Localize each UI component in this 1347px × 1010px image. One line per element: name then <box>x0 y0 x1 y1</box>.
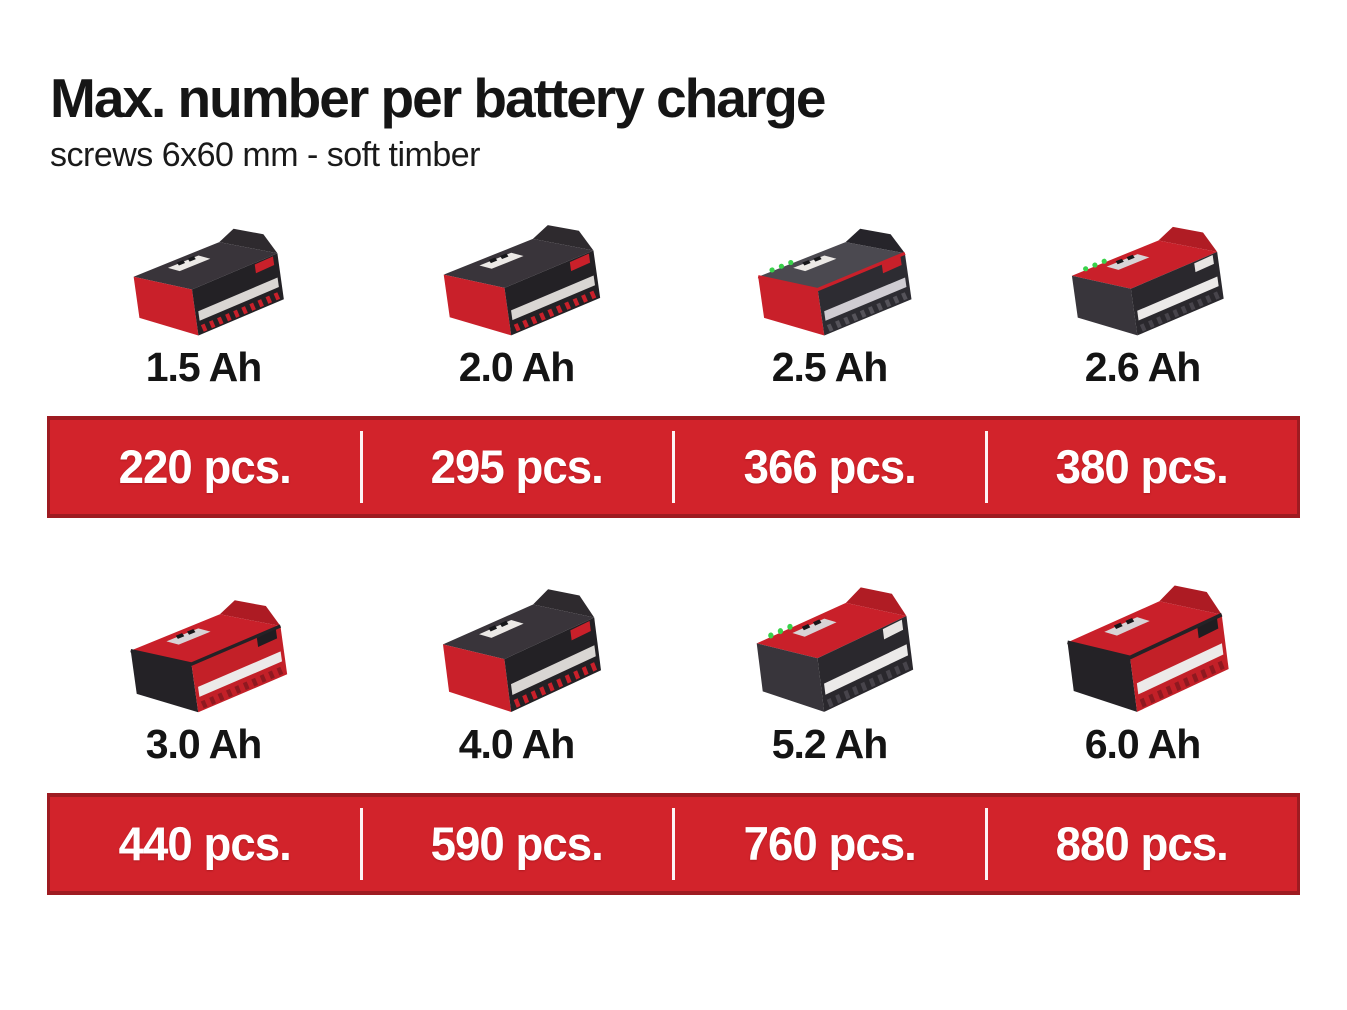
battery-column-6-0ah: 6.0 Ah <box>986 574 1299 767</box>
battery-column-1-5ah: 1.5 Ah <box>47 215 360 390</box>
header: Max. number per battery charge screws 6x… <box>0 0 1347 175</box>
count-value: 880 pcs. <box>1056 817 1229 871</box>
capacity-label: 2.5 Ah <box>771 343 889 390</box>
count-bar-row-2: 440 pcs. 590 pcs. 760 pcs. 880 pcs. <box>47 792 1300 895</box>
count-bar-row-1: 220 pcs. 295 pcs. 366 pcs. 380 pcs. <box>47 415 1300 518</box>
count-cell: 440 pcs. <box>50 816 360 871</box>
count-cell: 380 pcs. <box>988 439 1298 494</box>
battery-4-0ah-image <box>416 578 618 716</box>
bar-divider <box>359 430 363 503</box>
count-value: 380 pcs. <box>1056 440 1229 494</box>
bar-divider <box>359 807 363 880</box>
capacity-label: 5.2 Ah <box>771 720 889 767</box>
count-value: 760 pcs. <box>743 817 917 871</box>
count-cell: 220 pcs. <box>50 439 360 494</box>
battery-3-0ah-image <box>104 590 304 716</box>
count-value: 590 pcs. <box>431 817 604 871</box>
battery-5-2ah-image <box>730 576 930 716</box>
count-value: 366 pcs. <box>743 440 917 494</box>
bar-divider <box>984 430 988 503</box>
bar-divider <box>672 807 675 880</box>
content: 1.5 Ah 2.0 Ah 2.5 Ah 2.6 Ah 220 pcs. 295 <box>0 215 1347 895</box>
count-value: 295 pcs. <box>431 440 604 494</box>
capacity-label: 1.5 Ah <box>145 343 263 390</box>
battery-2-5ah-image <box>732 219 928 339</box>
count-cell: 880 pcs. <box>988 816 1298 871</box>
capacity-label: 4.0 Ah <box>458 720 576 767</box>
battery-column-4-0ah: 4.0 Ah <box>360 574 673 767</box>
battery-column-2-6ah: 2.6 Ah <box>986 215 1299 390</box>
count-value: 440 pcs. <box>118 817 292 871</box>
battery-column-2-0ah: 2.0 Ah <box>360 215 673 390</box>
capacity-label: 3.0 Ah <box>145 720 263 767</box>
capacity-label: 6.0 Ah <box>1084 720 1202 767</box>
count-cell: 295 pcs. <box>363 439 673 494</box>
count-cell: 366 pcs. <box>675 439 985 494</box>
bar-divider <box>672 430 675 503</box>
count-cell: 590 pcs. <box>363 816 673 871</box>
battery-column-3-0ah: 3.0 Ah <box>47 574 360 767</box>
battery-row-2: 3.0 Ah 4.0 Ah 5.2 Ah 6.0 Ah <box>47 574 1300 767</box>
battery-2-0ah-image <box>417 215 617 339</box>
battery-6-0ah-image <box>1040 574 1246 716</box>
page-subtitle: screws 6x60 mm - soft timber <box>50 135 480 174</box>
battery-row-1: 1.5 Ah 2.0 Ah 2.5 Ah 2.6 Ah <box>47 215 1300 390</box>
count-cell: 760 pcs. <box>675 816 985 871</box>
bar-divider <box>984 807 988 880</box>
capacity-label: 2.6 Ah <box>1084 343 1202 390</box>
battery-column-2-5ah: 2.5 Ah <box>673 215 986 390</box>
battery-1-5ah-image <box>108 219 300 339</box>
page-title: Max. number per battery charge <box>50 67 826 129</box>
battery-column-5-2ah: 5.2 Ah <box>673 574 986 767</box>
battery-2-6ah-image <box>1046 217 1240 339</box>
count-value: 220 pcs. <box>118 440 292 494</box>
capacity-label: 2.0 Ah <box>458 343 576 390</box>
